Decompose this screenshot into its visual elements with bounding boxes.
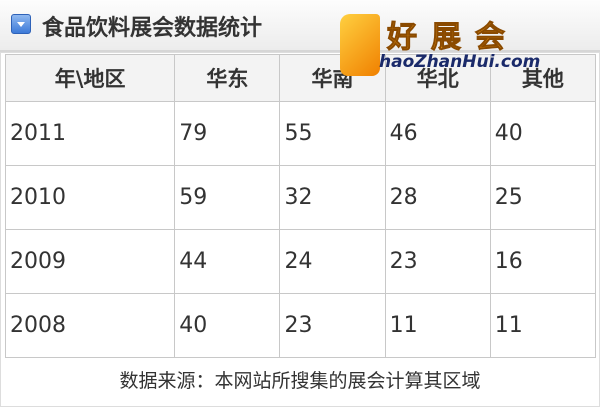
table-cell: 11: [489, 293, 597, 358]
table-row: 2009 44 24 23 16: [4, 229, 597, 294]
logo-english: haoZhanHui.com: [379, 52, 541, 72]
table-cell: 11: [384, 293, 491, 358]
column-header: 华南: [279, 54, 386, 102]
table-row: 2010 59 32 28 25: [4, 165, 597, 230]
table-cell: 55: [279, 101, 386, 166]
title-bar: 食品饮料展会数据统计: [0, 0, 600, 52]
table-cell: 2011: [4, 101, 176, 166]
collapse-arrow-icon[interactable]: [11, 14, 31, 34]
table-header-row: 年\地区 华东 华南 华北 其他: [4, 54, 597, 102]
page-title: 食品饮料展会数据统计: [42, 16, 263, 41]
watermark-logo: 好展会 haoZhanHui.com: [335, 12, 585, 82]
table-cell: 28: [384, 165, 491, 230]
table-cell: 2008: [4, 293, 176, 358]
chair-logo-icon: [340, 14, 380, 76]
table-cell: 40: [174, 293, 281, 358]
logo-chinese: 好展会: [387, 20, 519, 56]
column-header: 年\地区: [4, 54, 176, 102]
data-source-note: 数据来源：本网站所搜集的展会计算其区域: [119, 370, 481, 392]
column-header: 其他: [489, 54, 597, 102]
table-cell: 2010: [4, 165, 176, 230]
table-cell: 23: [279, 293, 386, 358]
column-header: 华北: [384, 54, 491, 102]
column-header: 华东: [174, 54, 281, 102]
table-cell: 23: [384, 229, 491, 294]
table-cell: 24: [279, 229, 386, 294]
table-cell: 46: [384, 101, 491, 166]
table-row: 2011 79 55 46 40: [4, 101, 597, 166]
data-table: 年\地区 华东 华南 华北 其他 2011 79 55 46 40 2010 59 32 28 2…: [4, 54, 597, 358]
table-cell: 40: [489, 101, 597, 166]
table-cell: 16: [489, 229, 597, 294]
table-cell: 25: [489, 165, 597, 230]
table-cell: 79: [174, 101, 281, 166]
table-cell: 44: [174, 229, 281, 294]
table-row: 2008 40 23 11 11: [4, 293, 597, 358]
table-cell: 59: [174, 165, 281, 230]
table-cell: 32: [279, 165, 386, 230]
table-cell: 2009: [4, 229, 176, 294]
